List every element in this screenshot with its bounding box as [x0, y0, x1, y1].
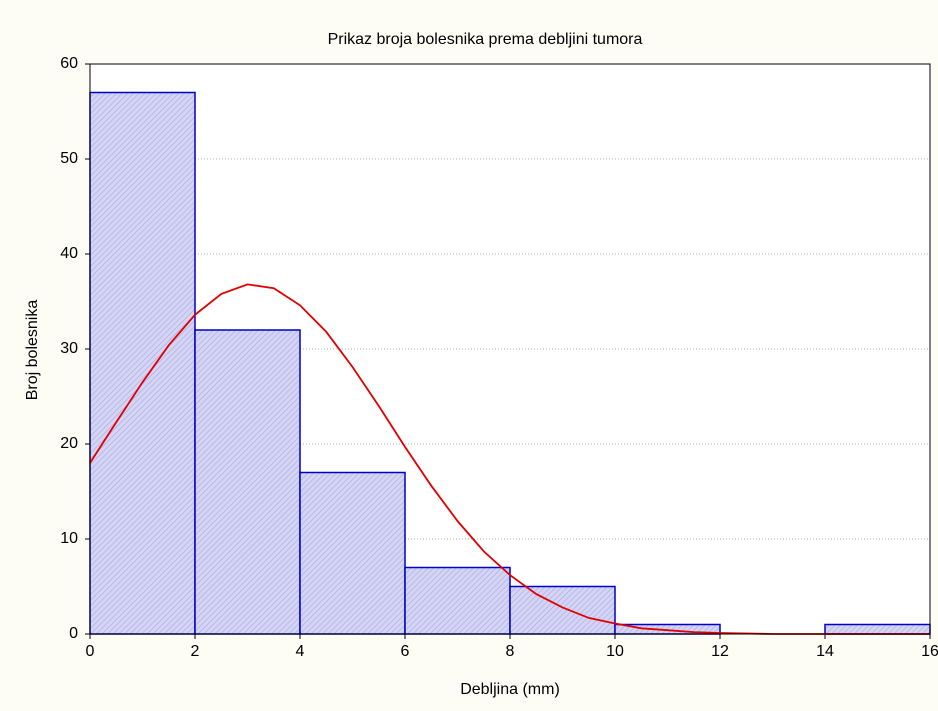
bar	[89, 91, 196, 635]
y-axis-label: Broj bolesnika	[24, 300, 41, 401]
x-tick-label: 16	[921, 643, 938, 660]
x-tick-label: 8	[506, 643, 515, 660]
bar	[194, 329, 301, 635]
y-tick-label: 30	[60, 340, 78, 357]
x-tick-label: 0	[86, 643, 95, 660]
bar	[299, 471, 406, 635]
y-tick-label: 40	[60, 245, 78, 262]
chart-title: Prikaz broja bolesnika prema debljini tu…	[328, 31, 643, 48]
x-axis-label: Debljina (mm)	[460, 681, 560, 698]
plot-frame	[89, 63, 931, 635]
y-tick-label: 50	[60, 150, 78, 167]
bar	[824, 623, 931, 635]
fit-curve	[89, 283, 930, 635]
y-tick-label: 20	[60, 435, 78, 452]
x-tick-label: 14	[816, 643, 834, 660]
y-tick-label: 0	[69, 625, 78, 642]
x-tick-label: 4	[296, 643, 305, 660]
bar	[509, 585, 616, 635]
x-tick-label: 6	[401, 643, 410, 660]
bar	[404, 566, 511, 635]
x-tick-label: 12	[711, 643, 729, 660]
x-tick-label: 2	[191, 643, 200, 660]
y-tick-label: 10	[60, 530, 78, 547]
x-tick-label: 10	[606, 643, 624, 660]
y-tick-label: 60	[60, 55, 78, 72]
